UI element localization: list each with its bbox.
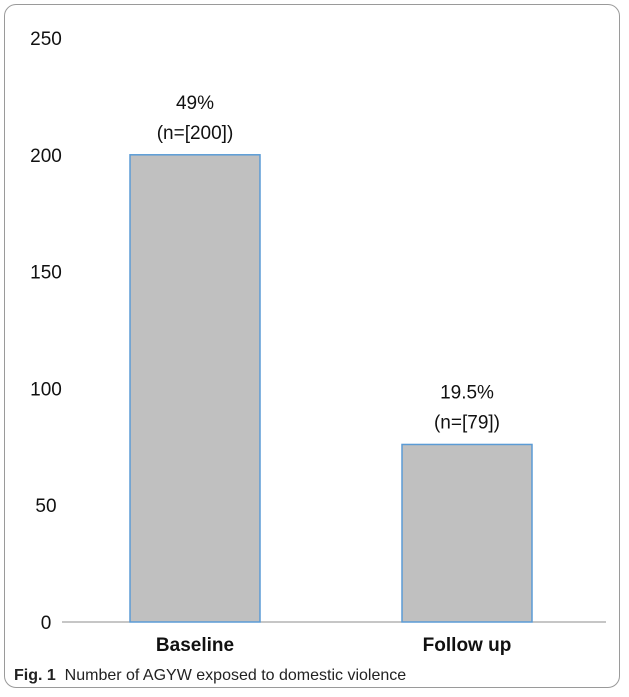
y-tick-label: 150 bbox=[30, 263, 62, 284]
figure-caption-text: Number of AGYW exposed to domestic viole… bbox=[64, 667, 407, 684]
x-tick-label: Baseline bbox=[156, 635, 234, 656]
data-label-percent: 19.5% bbox=[440, 382, 494, 403]
bar-chart: 0 50 100 150 200 250 49% (n=[200]) Baseline 19.5%… bbox=[30, 29, 606, 656]
figure-label: Fig. 1 bbox=[14, 667, 56, 684]
y-tick-label: 100 bbox=[30, 379, 62, 400]
bar-follow-up bbox=[401, 443, 533, 623]
bar-baseline bbox=[129, 154, 261, 623]
y-tick-label: 50 bbox=[35, 496, 56, 517]
x-tick-label: Follow up bbox=[423, 635, 512, 656]
y-tick-label: 200 bbox=[30, 146, 62, 167]
y-tick-label: 250 bbox=[30, 29, 62, 50]
data-label-percent: 49% bbox=[176, 93, 214, 114]
figure-caption: Fig. 1 Number of AGYW exposed to domesti… bbox=[14, 667, 406, 685]
data-label-count: (n=[200]) bbox=[157, 123, 234, 144]
y-tick-label: 0 bbox=[41, 613, 52, 634]
data-label-count: (n=[79]) bbox=[434, 412, 500, 433]
